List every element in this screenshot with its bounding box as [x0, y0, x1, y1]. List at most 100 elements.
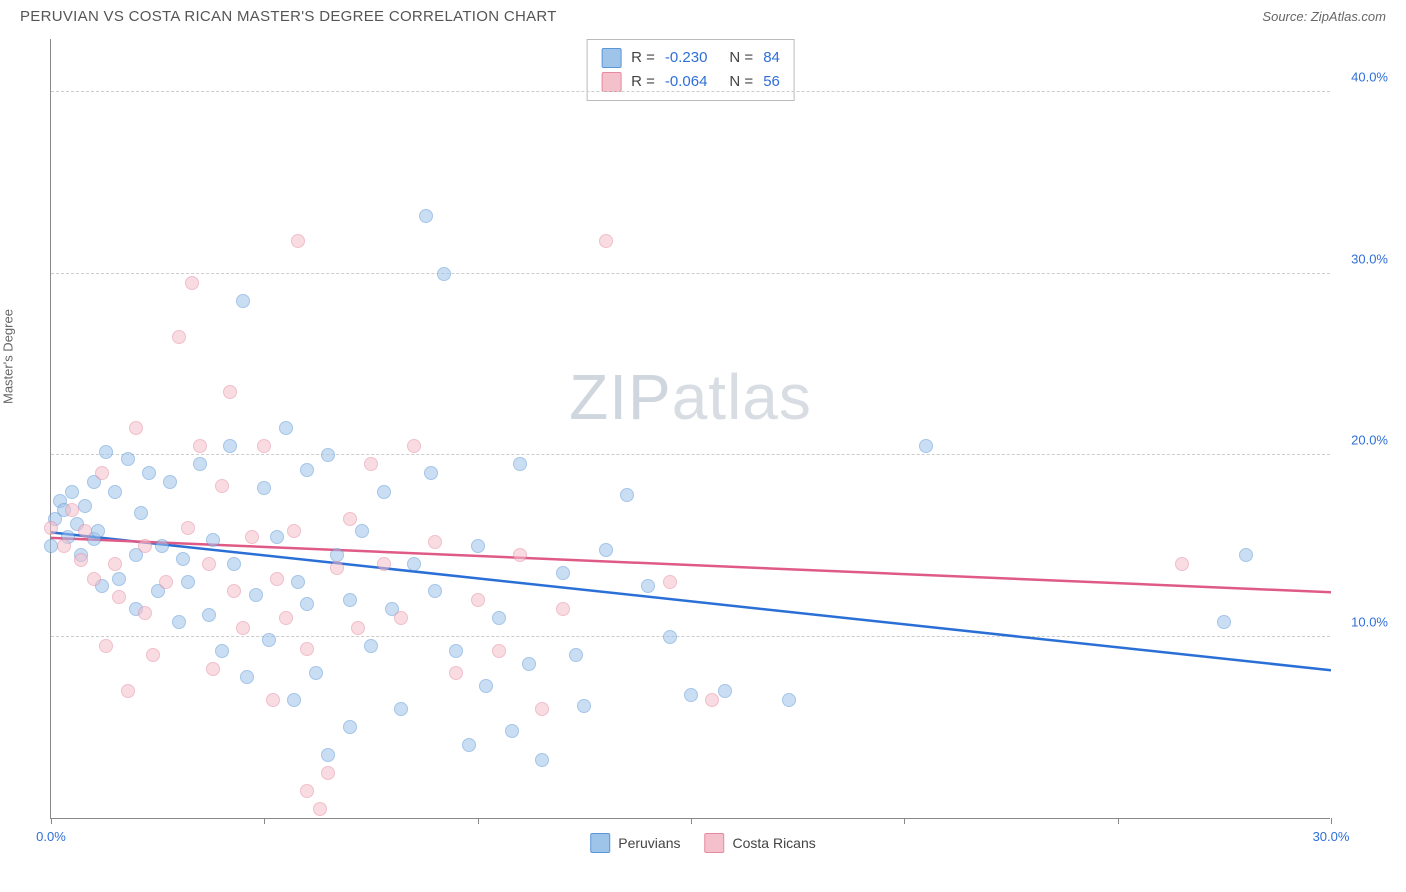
data-point: [279, 611, 293, 625]
data-point: [291, 234, 305, 248]
data-point: [44, 521, 58, 535]
data-point: [112, 572, 126, 586]
data-point: [181, 575, 195, 589]
data-point: [300, 784, 314, 798]
y-tick-label: 40.0%: [1351, 70, 1388, 85]
x-tick: [691, 818, 692, 824]
data-point: [176, 552, 190, 566]
data-point: [185, 276, 199, 290]
data-point: [57, 539, 71, 553]
data-point: [663, 630, 677, 644]
data-point: [407, 557, 421, 571]
data-point: [291, 575, 305, 589]
data-point: [313, 802, 327, 816]
watermark-atlas: atlas: [672, 361, 812, 433]
data-point: [236, 621, 250, 635]
source-name: ZipAtlas.com: [1311, 9, 1386, 24]
data-point: [599, 543, 613, 557]
data-point: [129, 421, 143, 435]
data-point: [394, 611, 408, 625]
data-point: [343, 512, 357, 526]
chart-source: Source: ZipAtlas.com: [1262, 9, 1386, 24]
data-point: [163, 475, 177, 489]
data-point: [471, 539, 485, 553]
trend-line: [51, 538, 1331, 592]
data-point: [227, 557, 241, 571]
data-point: [95, 466, 109, 480]
data-point: [138, 606, 152, 620]
data-point: [428, 535, 442, 549]
data-point: [535, 702, 549, 716]
data-point: [215, 644, 229, 658]
data-point: [569, 648, 583, 662]
chart-title: PERUVIAN VS COSTA RICAN MASTER'S DEGREE …: [20, 8, 557, 25]
legend-swatch: [601, 48, 621, 68]
data-point: [492, 611, 506, 625]
source-label: Source:: [1262, 9, 1307, 24]
data-point: [181, 521, 195, 535]
data-point: [159, 575, 173, 589]
data-point: [240, 670, 254, 684]
data-point: [663, 575, 677, 589]
data-point: [684, 688, 698, 702]
data-point: [505, 724, 519, 738]
data-point: [351, 621, 365, 635]
y-tick-label: 10.0%: [1351, 614, 1388, 629]
data-point: [1175, 557, 1189, 571]
data-point: [227, 584, 241, 598]
data-point: [428, 584, 442, 598]
stat-r-label: R =: [631, 70, 655, 94]
chart-legend: Peruvians Costa Ricans: [590, 833, 816, 853]
data-point: [309, 666, 323, 680]
data-point: [206, 533, 220, 547]
data-point: [99, 445, 113, 459]
data-point: [321, 748, 335, 762]
x-tick: [904, 818, 905, 824]
gridline: [51, 91, 1330, 92]
data-point: [577, 699, 591, 713]
trend-lines: [51, 39, 1331, 819]
legend-item: Peruvians: [590, 833, 680, 853]
data-point: [492, 644, 506, 658]
watermark: ZIPatlas: [569, 360, 812, 434]
data-point: [249, 588, 263, 602]
data-point: [257, 481, 271, 495]
x-tick: [1331, 818, 1332, 824]
data-point: [449, 644, 463, 658]
data-point: [202, 557, 216, 571]
data-point: [65, 503, 79, 517]
data-point: [300, 597, 314, 611]
data-point: [78, 499, 92, 513]
data-point: [155, 539, 169, 553]
legend-swatch: [590, 833, 610, 853]
data-point: [112, 590, 126, 604]
stat-r-value: -0.230: [665, 46, 708, 70]
legend-label: Costa Ricans: [733, 835, 816, 851]
data-point: [300, 463, 314, 477]
legend-swatch: [601, 72, 621, 92]
data-point: [146, 648, 160, 662]
data-point: [364, 457, 378, 471]
data-point: [394, 702, 408, 716]
data-point: [355, 524, 369, 538]
data-point: [535, 753, 549, 767]
data-point: [343, 720, 357, 734]
data-point: [513, 457, 527, 471]
data-point: [121, 684, 135, 698]
data-point: [287, 524, 301, 538]
y-tick-label: 30.0%: [1351, 251, 1388, 266]
data-point: [99, 639, 113, 653]
trend-line: [51, 532, 1331, 670]
data-point: [245, 530, 259, 544]
data-point: [330, 561, 344, 575]
data-point: [479, 679, 493, 693]
data-point: [78, 524, 92, 538]
x-tick: [1118, 818, 1119, 824]
data-point: [364, 639, 378, 653]
data-point: [193, 457, 207, 471]
data-point: [172, 615, 186, 629]
x-tick-label: 0.0%: [36, 829, 66, 844]
data-point: [215, 479, 229, 493]
data-point: [419, 209, 433, 223]
data-point: [1217, 615, 1231, 629]
